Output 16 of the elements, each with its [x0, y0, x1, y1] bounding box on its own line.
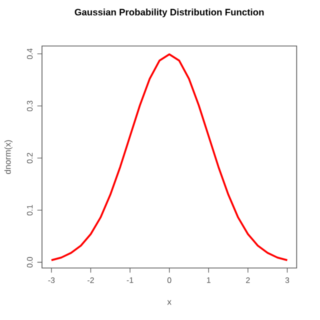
x-tick-label: 3: [285, 277, 290, 284]
x-axis-title: x: [167, 300, 172, 305]
x-tick-label: 0: [167, 277, 172, 284]
y-tick-label: 0.1: [26, 204, 33, 216]
chart-title: Gaussian Probability Distribution Function: [74, 8, 264, 18]
y-tick-label: 0.2: [26, 152, 33, 164]
line-series: [50, 53, 288, 262]
y-tick-label: 0.3: [26, 100, 33, 112]
x-tick-label: -2: [88, 277, 94, 283]
x-tick-label: -3: [48, 277, 55, 284]
x-tick-label: 1: [207, 277, 210, 283]
y-axis-title: dnorm(x): [4, 140, 12, 174]
x-tick-label: -1: [126, 277, 134, 283]
y-tick-label: 0.0: [26, 257, 33, 268]
y-tick-label: 0.4: [26, 48, 33, 60]
x-tick-label: 2: [246, 277, 250, 283]
